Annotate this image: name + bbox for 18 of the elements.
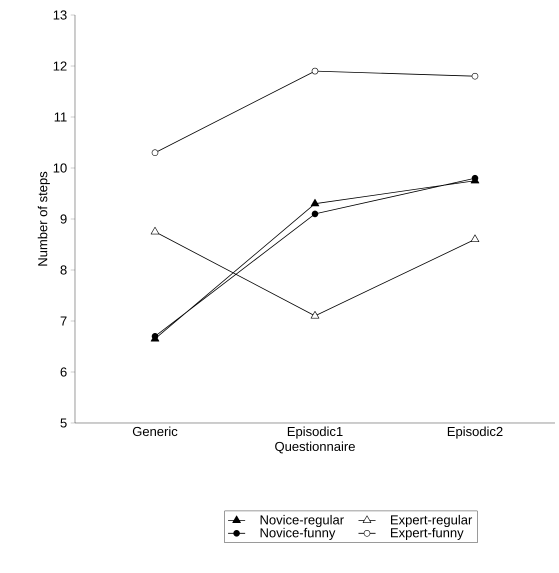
x-tick-label: Generic [132, 426, 178, 436]
y-tick-label: 13 [54, 10, 67, 20]
y-tick-label: 9 [60, 214, 67, 224]
y-tick-label: 10 [54, 163, 67, 173]
y-axis-title: Number of steps [38, 172, 50, 266]
legend-label: Expert-regular [391, 514, 472, 528]
y-tick-label: 6 [60, 367, 67, 377]
y-tick-label: 5 [60, 418, 67, 428]
y-tick-label: 8 [60, 265, 67, 275]
y-tick-label: 11 [54, 112, 67, 122]
y-tick-label: 12 [54, 61, 67, 71]
legend-label: Expert-funny [391, 528, 464, 540]
x-tick-label: Episodic1 [288, 426, 343, 439]
legend-label: Novice-funny [260, 528, 336, 540]
x-axis-title: Questionnaire [275, 442, 355, 454]
x-tick-label: Episodic2 [448, 426, 503, 439]
legend-label: Novice-regular [260, 514, 344, 528]
y-tick-label: 7 [60, 316, 67, 326]
